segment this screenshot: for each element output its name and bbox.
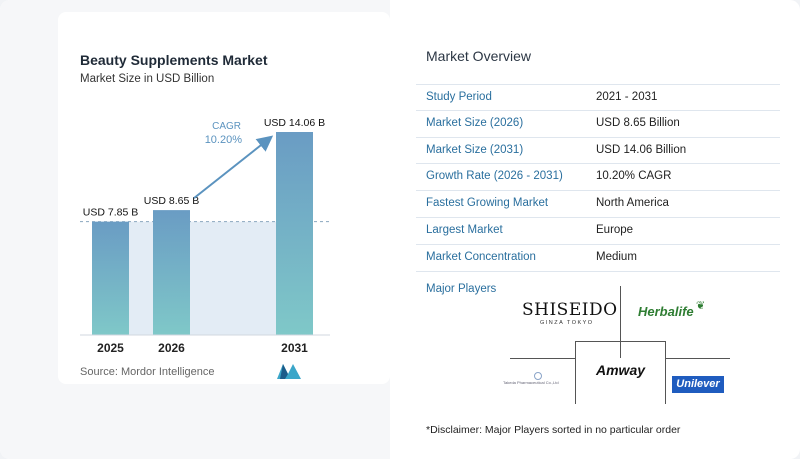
- overview-row: Market Size (2026) USD 8.65 Billion: [416, 111, 780, 138]
- overview-row: Fastest Growing Market North America: [416, 191, 780, 218]
- overview-label: Fastest Growing Market: [426, 197, 549, 210]
- shiseido-logo-subtitle: GINZA TOKYO: [540, 320, 594, 326]
- grid-divider: [620, 286, 621, 358]
- x-tick-label: 2025: [97, 341, 124, 355]
- overview-label: Growth Rate (2026 - 2031): [426, 170, 563, 183]
- overview-label: Market Size (2031): [426, 143, 524, 156]
- overview-value: Europe: [596, 223, 634, 236]
- bar: [92, 221, 129, 335]
- overview-row: Study Period 2021 - 2031: [416, 84, 780, 111]
- shiseido-logo: SHISEIDO: [522, 300, 618, 320]
- grid-divider: [665, 341, 666, 404]
- major-players-grid: SHISEIDO GINZA TOKYO Herbalife ❦ Amway T…: [500, 286, 740, 404]
- data-label: USD 14.06 B: [264, 117, 325, 129]
- herbalife-logo: Herbalife: [638, 304, 694, 319]
- overview-value: North America: [596, 197, 669, 210]
- disclaimer-note: *Disclaimer: Major Players sorted in no …: [426, 424, 681, 436]
- overview-row: Largest Market Europe: [416, 218, 780, 245]
- mordor-logo-icon: [277, 364, 301, 379]
- x-tick-label: 2026: [158, 341, 185, 355]
- unilever-logo: Unilever: [672, 376, 724, 393]
- overview-label: Market Size (2026): [426, 116, 524, 129]
- overview-table: Study Period 2021 - 2031 Market Size (20…: [416, 84, 780, 272]
- overview-label: Largest Market: [426, 223, 503, 236]
- cagr-arrow: [193, 135, 274, 199]
- overview-value: 2021 - 2031: [596, 91, 658, 103]
- overview-row: Market Concentration Medium: [416, 245, 780, 272]
- amway-logo: Amway: [596, 362, 646, 378]
- overview-label: Study Period: [426, 91, 492, 103]
- x-tick-label: 2031: [281, 341, 308, 355]
- grid-divider: [575, 341, 576, 404]
- bar: [276, 132, 313, 335]
- overview-label: Market Concentration: [426, 250, 536, 263]
- takeda-logo: Takeda Pharmaceutical Co.,Ltd: [503, 380, 559, 385]
- takeda-mark-icon: [534, 372, 542, 380]
- cagr-value: 10.20%: [205, 134, 243, 146]
- overview-value: USD 8.65 Billion: [596, 116, 680, 129]
- cagr-label: CAGR: [212, 121, 241, 132]
- overview-value: Medium: [596, 250, 637, 263]
- grid-divider: [510, 358, 575, 359]
- leaf-icon: ❦: [696, 300, 706, 312]
- chart-subtitle: Market Size in USD Billion: [80, 73, 215, 85]
- data-label: USD 7.85 B: [83, 207, 138, 219]
- overview-value: 10.20% CAGR: [596, 170, 672, 183]
- major-players-title: Major Players: [426, 283, 497, 295]
- bar: [153, 210, 190, 335]
- grid-divider: [575, 341, 665, 342]
- source-note: Source: Mordor Intelligence: [80, 366, 215, 378]
- overview-row: Market Size (2031) USD 14.06 Billion: [416, 138, 780, 165]
- bar-chart: USD 7.85 B 2025 USD 8.65 B 2026 USD 14.06 B 2…: [80, 117, 330, 355]
- overview-row: Growth Rate (2026 - 2031) 10.20% CAGR: [416, 164, 780, 192]
- overview-value: USD 14.06 Billion: [596, 143, 687, 156]
- chart-title: Beauty Supplements Market: [80, 52, 268, 68]
- data-label: USD 8.65 B: [144, 195, 199, 207]
- grid-divider: [665, 358, 730, 359]
- overview-title: Market Overview: [426, 48, 532, 64]
